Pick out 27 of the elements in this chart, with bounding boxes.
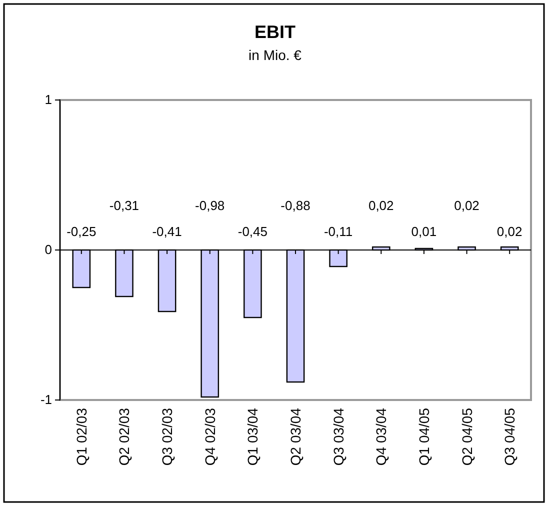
x-tick-label: Q1 03/04	[244, 408, 261, 466]
x-tick-label: Q2 04/05	[458, 408, 475, 466]
x-tick-label: Q4 02/03	[202, 408, 218, 466]
x-tick-label: Q1 02/03	[73, 408, 90, 466]
x-tick-label: Q2 03/04	[288, 408, 304, 466]
data-label: -0,98	[195, 198, 225, 213]
data-label: -0,31	[109, 198, 140, 213]
data-label: -0,45	[238, 224, 268, 239]
data-label: 0,01	[411, 224, 437, 239]
data-label: -0,41	[152, 224, 182, 239]
data-label: 0,02	[368, 198, 394, 213]
data-label: -0,88	[280, 198, 310, 213]
x-tick-label: Q3 04/05	[502, 408, 518, 466]
x-tick-label: Q3 03/04	[330, 408, 346, 466]
data-label: -0,11	[324, 224, 353, 239]
data-label: -0,25	[66, 224, 96, 239]
x-tick-label: Q1 04/05	[416, 408, 432, 466]
data-label: 0,02	[454, 198, 480, 213]
y-tick-label: 1	[44, 92, 52, 108]
x-tick-label: Q4 03/04	[373, 408, 390, 466]
x-tick-label: Q2 02/03	[116, 408, 132, 466]
y-tick-label: 0	[44, 242, 52, 258]
data-label: 0,02	[496, 224, 522, 239]
x-tick-label: Q3 02/03	[159, 408, 176, 466]
y-tick-label: -1	[40, 392, 52, 408]
chart-subtitle: in Mio. €	[248, 47, 302, 63]
chart-title: EBIT	[254, 22, 296, 42]
